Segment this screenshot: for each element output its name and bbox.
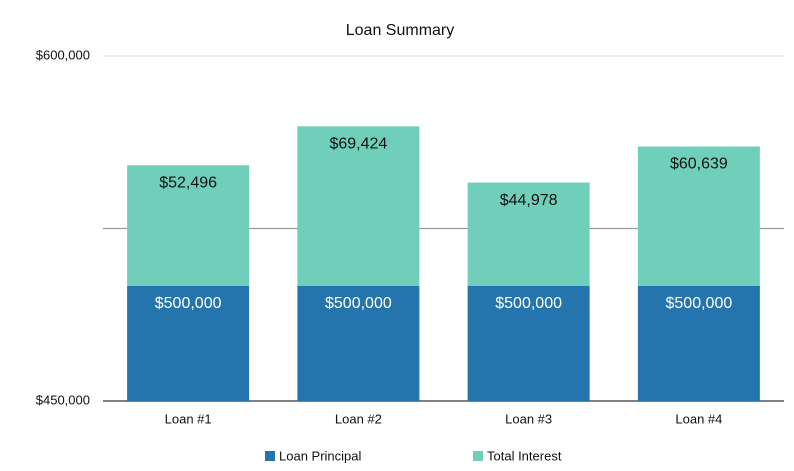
data-label: $500,000: [155, 295, 222, 312]
bar-segment: [297, 286, 420, 401]
bar-segment: [467, 182, 590, 286]
bar-segment: [637, 286, 760, 401]
legend-label: Total Interest: [487, 448, 562, 463]
data-label: $500,000: [495, 295, 562, 312]
x-tick-label: Loan #3: [505, 411, 552, 426]
bar-segment: [127, 165, 250, 286]
data-label: $44,978: [500, 192, 558, 209]
bar-segment: [637, 146, 760, 286]
data-label: $69,424: [329, 136, 387, 153]
legend-swatch: [265, 451, 275, 461]
bar-segment: [467, 286, 590, 401]
chart-title: Loan Summary: [346, 22, 455, 39]
legend-swatch: [473, 451, 483, 461]
data-label: $500,000: [325, 295, 392, 312]
bar-segment: [127, 286, 250, 401]
x-tick-label: Loan #4: [675, 411, 722, 426]
y-tick-label: $600,000: [36, 47, 90, 62]
data-label: $500,000: [666, 295, 733, 312]
data-label: $52,496: [159, 174, 217, 191]
bar-segment: [297, 126, 420, 286]
x-tick-label: Loan #2: [335, 411, 382, 426]
legend-label: Loan Principal: [279, 448, 361, 463]
y-tick-label: $450,000: [36, 392, 90, 407]
data-label: $60,639: [670, 156, 728, 173]
x-tick-label: Loan #1: [165, 411, 212, 426]
